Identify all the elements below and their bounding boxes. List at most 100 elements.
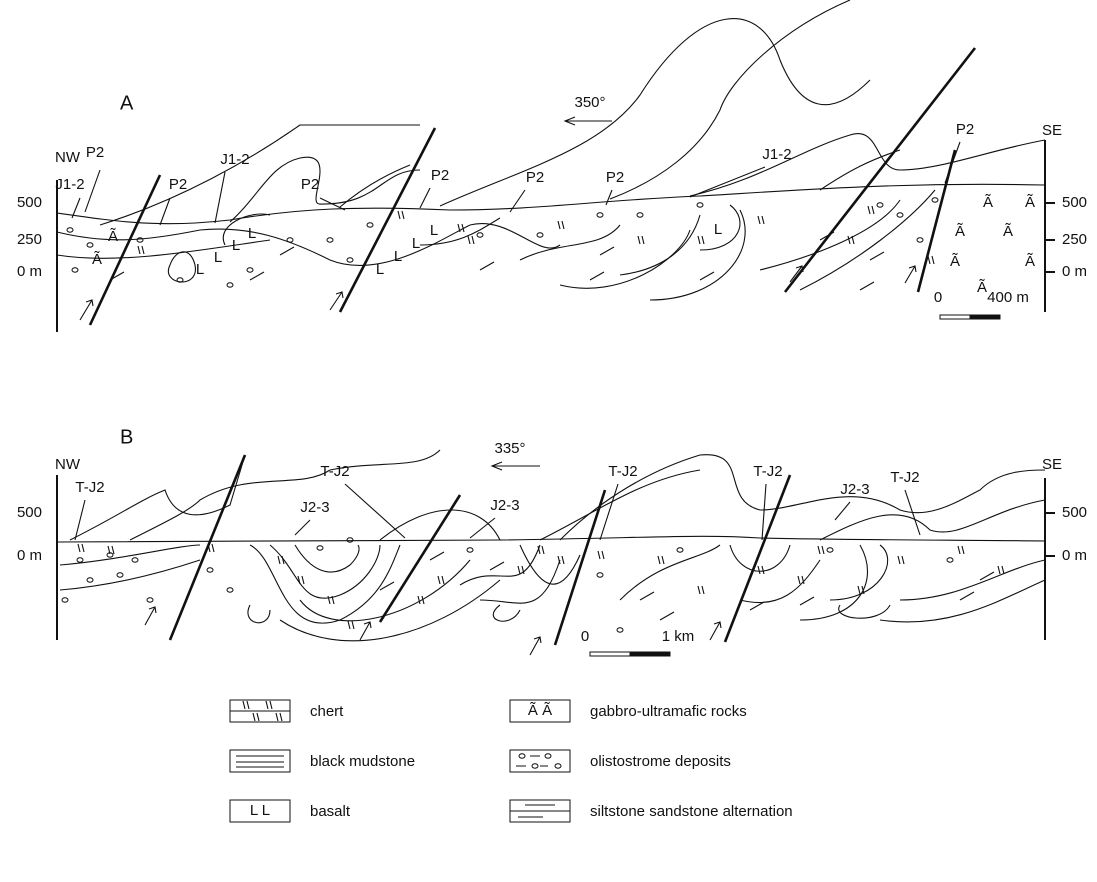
- depth-label: 0 m: [17, 263, 42, 280]
- chert-mark: [758, 216, 764, 224]
- olistostrome-clast: [917, 238, 923, 242]
- fold-trace: [839, 605, 890, 618]
- fold-trace: [295, 545, 359, 572]
- chert-mark: [558, 221, 564, 229]
- basalt-symbol: L: [430, 222, 438, 239]
- basalt-symbol: L: [376, 261, 384, 278]
- label-leader: [762, 484, 766, 540]
- unit-label: P2: [431, 167, 449, 184]
- slip-arrow: [790, 266, 803, 282]
- scale-bar-black: [970, 315, 1000, 319]
- fold-trace: [620, 215, 700, 275]
- mudstone-dash: [800, 597, 814, 605]
- chert-mark: [78, 544, 84, 552]
- unit-label: J2-3: [840, 481, 869, 498]
- chert-mark: [818, 546, 824, 554]
- label-leader: [215, 172, 225, 223]
- basalt-symbol: L: [412, 235, 420, 252]
- label-leader: [945, 142, 960, 183]
- gabbro-symbol: Ã: [1003, 223, 1013, 240]
- fault: [555, 490, 605, 645]
- label-leader: [470, 518, 495, 538]
- gabbro-symbol: Ã: [977, 279, 987, 296]
- chert-mark: [638, 236, 644, 244]
- fold-trace: [60, 560, 200, 590]
- mudstone-dash: [480, 262, 494, 270]
- unit-label: T-J2: [753, 463, 782, 480]
- unit-label: J1-2: [220, 151, 249, 168]
- unit-label: T-J2: [320, 463, 349, 480]
- topography-line: [540, 470, 700, 540]
- mudstone-dash: [600, 247, 614, 255]
- depth-label: 0 m: [1062, 547, 1087, 564]
- fold-trace: [480, 560, 560, 603]
- legend-label: chert: [310, 703, 344, 720]
- olistostrome-clast: [367, 223, 373, 227]
- basalt-symbol: L: [196, 261, 204, 278]
- mudstone-dash: [490, 562, 504, 570]
- unit-label: P2: [86, 144, 104, 161]
- olistostrome-clast: [287, 238, 293, 242]
- chert-mark: [928, 256, 934, 264]
- fold-trace: [900, 560, 1045, 600]
- end-label: NW: [55, 149, 81, 166]
- basalt-symbol: L: [214, 249, 222, 266]
- topography-line: [100, 125, 420, 225]
- legend-symbol: L L: [250, 802, 270, 819]
- gabbro-symbol: Ã: [950, 253, 960, 270]
- olistostrome-clast: [67, 228, 73, 232]
- chert-mark: [758, 566, 764, 574]
- mudstone-dash: [250, 272, 264, 280]
- olistostrome-clast: [347, 258, 353, 262]
- mudstone-dash: [430, 552, 444, 560]
- unit-label: T-J2: [608, 463, 637, 480]
- section-label: B: [120, 426, 133, 448]
- chert-mark: [598, 551, 604, 559]
- unit-label: J2-3: [490, 497, 519, 514]
- gabbro-symbol: Ã: [955, 223, 965, 240]
- scale-bar-white: [590, 652, 630, 656]
- legend-symbol: Ã Ã: [528, 702, 552, 719]
- topography-line: [440, 19, 870, 206]
- depth-label: 500: [17, 194, 42, 211]
- topography-line: [70, 455, 245, 540]
- label-leader: [600, 484, 618, 540]
- chert-mark: [438, 576, 444, 584]
- olistostrome-clast: [247, 268, 253, 272]
- mudstone-dash: [640, 592, 654, 600]
- ground-surface: [57, 536, 1045, 542]
- depth-label: 250: [17, 231, 42, 248]
- chert-mark: [698, 586, 704, 594]
- mudstone-dash: [660, 612, 674, 620]
- unit-label: P2: [169, 176, 187, 193]
- fold-trace: [470, 224, 560, 249]
- depth-label: 0 m: [1062, 263, 1087, 280]
- slip-arrow: [80, 300, 93, 320]
- fault: [725, 475, 790, 642]
- fold-trace: [520, 545, 580, 584]
- scale-bar-black: [630, 652, 670, 656]
- depth-label: 500: [1062, 504, 1087, 521]
- legend-label: black mudstone: [310, 753, 415, 770]
- fold-trace: [460, 545, 540, 585]
- label-leader: [420, 188, 430, 208]
- slip-arrow: [710, 622, 721, 640]
- label-leader: [835, 502, 850, 520]
- legend-label: gabbro-ultramafic rocks: [590, 703, 747, 720]
- legend-swatch: [510, 750, 570, 772]
- olistostrome-clast: [347, 538, 353, 542]
- olistostrome-clast: [62, 598, 68, 602]
- olistostrome-clast: [227, 283, 233, 287]
- olistostrome-clast: [897, 213, 903, 217]
- chert-mark: [298, 576, 304, 584]
- basalt-symbol: L: [248, 225, 256, 242]
- unit-label: T-J2: [75, 479, 104, 496]
- gabbro-symbol: Ã: [1025, 194, 1035, 211]
- direction-label: 350°: [574, 94, 605, 111]
- depth-label: 0 m: [17, 547, 42, 564]
- chert-mark: [868, 206, 874, 214]
- olistostrome-clast: [932, 198, 938, 202]
- slip-arrow: [530, 637, 541, 655]
- chert-mark: [658, 556, 664, 564]
- scale-label: 0: [581, 628, 589, 645]
